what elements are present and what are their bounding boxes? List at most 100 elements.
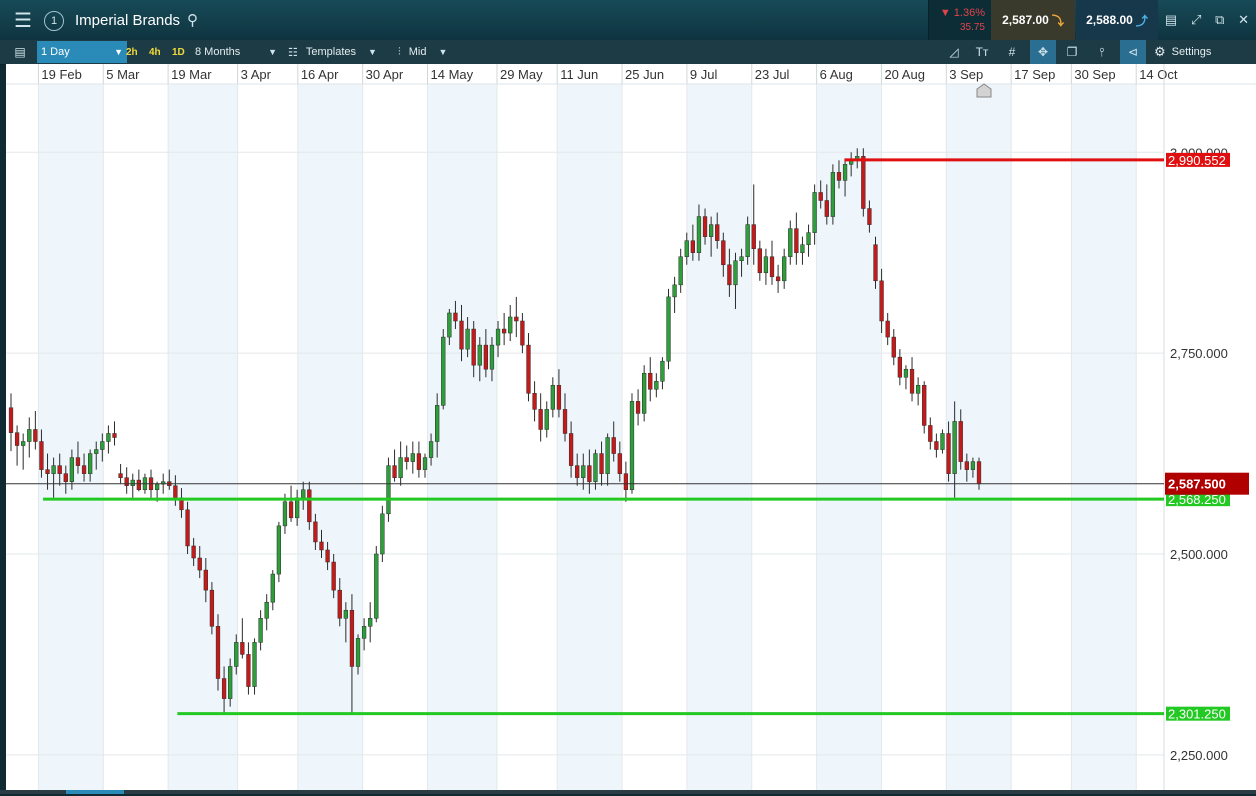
indicator-icon[interactable]: ⫯	[1099, 44, 1105, 59]
buy-button[interactable]: 2,588.00 ⤴	[1076, 0, 1158, 40]
x-tick-label: 11 Jun	[560, 67, 598, 82]
candle-body	[325, 549, 330, 563]
candle	[745, 216, 750, 265]
candle	[629, 393, 635, 494]
candle-body	[459, 320, 464, 350]
crosshair-icon[interactable]: ✥	[1030, 40, 1056, 64]
candle-body	[922, 385, 927, 426]
candle	[538, 393, 543, 442]
hamburger-icon[interactable]: ☰	[14, 9, 32, 32]
candle	[946, 421, 951, 482]
candle-body	[891, 336, 896, 358]
candle-body	[441, 336, 446, 406]
candle-body	[581, 465, 586, 478]
candle	[532, 381, 537, 422]
candle-body	[915, 385, 921, 394]
settings-button[interactable]: ⚙ Settings	[1154, 40, 1211, 64]
candle-body	[721, 240, 726, 266]
x-tick-label: 30 Apr	[366, 67, 404, 82]
candle	[258, 610, 263, 651]
price-mode-label: Mid	[408, 46, 427, 58]
candle	[386, 457, 391, 522]
candle-body	[288, 501, 294, 519]
x-tick-label: 19 Feb	[41, 67, 81, 82]
candle-body	[575, 465, 580, 478]
search-icon[interactable]: ⚲	[187, 12, 198, 29]
candle-body	[727, 264, 732, 286]
candle-body	[100, 441, 105, 450]
candle-body	[946, 433, 951, 474]
candle	[715, 212, 720, 249]
sell-button[interactable]: 2,587.00 ⤵	[991, 0, 1075, 40]
change-amount: 35.75	[959, 22, 985, 33]
candle	[867, 200, 872, 233]
y-tick-label: 2,500.000	[1170, 547, 1228, 562]
grid-icon[interactable]: #	[1008, 45, 1016, 59]
draw-line-icon[interactable]: ◿	[949, 45, 959, 59]
chart-list-icon[interactable]: ▤	[14, 45, 26, 59]
candle-body	[611, 437, 616, 454]
layers-icon[interactable]: ❐	[1066, 45, 1078, 59]
x-tick-label: 16 Apr	[301, 67, 339, 82]
candle	[909, 357, 915, 402]
tag-icon[interactable]: ⊲	[1120, 40, 1146, 64]
candle	[374, 545, 379, 623]
expand-icon[interactable]: ⤢	[1190, 12, 1202, 27]
candle-body	[21, 441, 26, 446]
candle	[130, 473, 135, 498]
last-price-tag	[1165, 472, 1249, 495]
candle-body	[885, 320, 890, 338]
candle-body	[368, 618, 373, 627]
candle-body	[81, 465, 87, 474]
x-tick-label: 19 Mar	[171, 67, 212, 82]
candle-body	[873, 244, 878, 282]
timeframe-4h[interactable]: 4h	[149, 46, 161, 58]
candle-body	[63, 473, 68, 482]
candle	[526, 333, 531, 402]
candle	[830, 164, 836, 225]
range-select[interactable]: 8 Months ▼	[195, 40, 277, 64]
candle-body	[934, 441, 939, 450]
candle-body	[544, 409, 549, 430]
candle	[441, 329, 446, 410]
candle	[209, 582, 215, 635]
candle	[307, 481, 312, 530]
active-tab[interactable]	[66, 790, 124, 794]
candle	[782, 248, 787, 289]
candle	[654, 373, 659, 398]
candle-body	[648, 372, 653, 390]
templates-select[interactable]: ☷ Templates ▼	[288, 40, 377, 64]
popout-icon[interactable]: ⧉	[1215, 12, 1225, 27]
candle-body	[587, 465, 592, 482]
x-tick-label: 14 May	[431, 67, 474, 82]
price-chart[interactable]: 19 Feb 5 Mar 19 Mar 3 Apr 16 Apr 30 Apr 14 May…	[6, 64, 1256, 791]
candle-body	[295, 497, 300, 519]
candle	[325, 541, 330, 571]
x-tick-label: 14 Oct	[1139, 67, 1178, 82]
candle-body	[398, 457, 403, 478]
candle	[623, 461, 629, 502]
candle	[721, 232, 726, 277]
x-tick-label: 23 Jul	[755, 67, 790, 82]
price-mode-select[interactable]: ⫶ Mid ▼	[398, 40, 447, 64]
timeframe-1d[interactable]: 1D	[172, 46, 185, 58]
sell-price: 2,587.00	[1002, 13, 1049, 27]
chart-area[interactable]: 19 Feb 5 Mar 19 Mar 3 Apr 16 Apr 30 Apr 14 May…	[6, 64, 1256, 791]
candle-body	[958, 421, 963, 462]
candle-body	[739, 256, 744, 262]
candle-body	[410, 453, 415, 462]
candle	[708, 216, 714, 257]
workspace-number-icon[interactable]: 1	[44, 11, 64, 31]
candle	[337, 578, 342, 627]
candle-body	[568, 433, 574, 466]
interval-select[interactable]: 1 Day ▼	[37, 41, 127, 63]
candle	[106, 425, 111, 454]
timeframe-2h[interactable]: 2h	[126, 46, 138, 58]
candle-body	[221, 678, 227, 699]
candle	[751, 184, 756, 265]
candle	[879, 268, 884, 334]
restore-icon[interactable]: ▤	[1164, 12, 1178, 27]
candle-body	[258, 618, 263, 643]
close-icon[interactable]: ✕	[1238, 12, 1250, 27]
text-tool-icon[interactable]: Tт	[975, 45, 989, 59]
